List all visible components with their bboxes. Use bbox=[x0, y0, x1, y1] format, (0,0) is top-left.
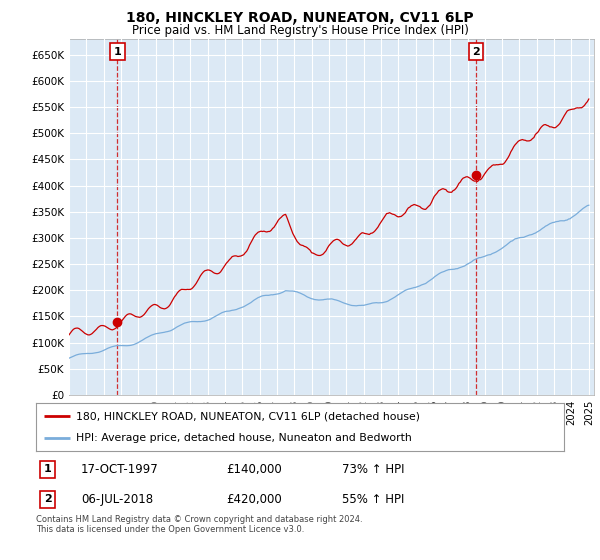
Text: 1: 1 bbox=[44, 464, 52, 474]
Text: 1: 1 bbox=[113, 46, 121, 57]
Text: 55% ↑ HPI: 55% ↑ HPI bbox=[342, 493, 404, 506]
Text: 2: 2 bbox=[44, 494, 52, 505]
Text: 180, HINCKLEY ROAD, NUNEATON, CV11 6LP: 180, HINCKLEY ROAD, NUNEATON, CV11 6LP bbox=[126, 11, 474, 25]
Text: This data is licensed under the Open Government Licence v3.0.: This data is licensed under the Open Gov… bbox=[36, 525, 304, 534]
Text: Contains HM Land Registry data © Crown copyright and database right 2024.: Contains HM Land Registry data © Crown c… bbox=[36, 515, 362, 524]
Text: £140,000: £140,000 bbox=[226, 463, 282, 476]
Text: Price paid vs. HM Land Registry's House Price Index (HPI): Price paid vs. HM Land Registry's House … bbox=[131, 24, 469, 36]
Text: 17-OCT-1997: 17-OCT-1997 bbox=[81, 463, 158, 476]
Text: 2: 2 bbox=[472, 46, 480, 57]
Text: 73% ↑ HPI: 73% ↑ HPI bbox=[342, 463, 405, 476]
Text: 180, HINCKLEY ROAD, NUNEATON, CV11 6LP (detached house): 180, HINCKLEY ROAD, NUNEATON, CV11 6LP (… bbox=[76, 411, 419, 421]
Text: £420,000: £420,000 bbox=[226, 493, 282, 506]
Text: 06-JUL-2018: 06-JUL-2018 bbox=[81, 493, 153, 506]
Text: HPI: Average price, detached house, Nuneaton and Bedworth: HPI: Average price, detached house, Nune… bbox=[76, 433, 412, 443]
